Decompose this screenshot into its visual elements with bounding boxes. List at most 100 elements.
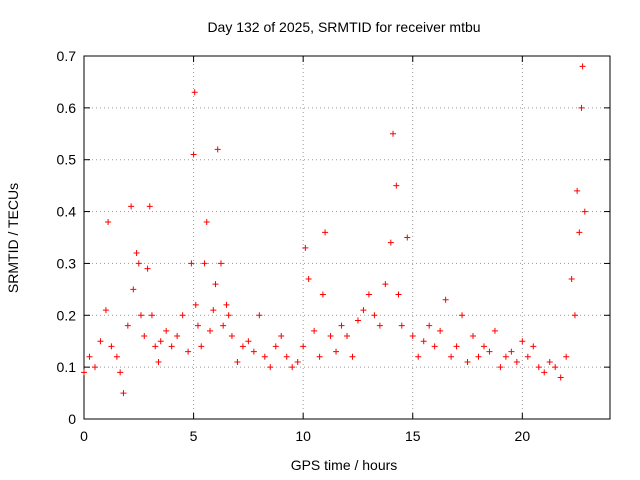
data-point xyxy=(513,358,520,365)
data-point xyxy=(398,322,405,329)
data-point xyxy=(144,265,151,272)
data-point xyxy=(124,322,131,329)
data-point xyxy=(502,353,509,360)
data-point xyxy=(415,353,422,360)
data-point xyxy=(188,260,195,267)
data-point xyxy=(327,333,334,340)
data-point xyxy=(148,312,155,319)
data-point xyxy=(289,364,296,371)
data-point xyxy=(91,364,98,371)
x-axis-label: GPS time / hours xyxy=(291,457,398,473)
data-point xyxy=(322,229,329,236)
data-point xyxy=(300,343,307,350)
data-point xyxy=(448,353,455,360)
data-point xyxy=(128,203,135,210)
x-tick-label: 5 xyxy=(190,428,198,444)
data-point xyxy=(390,130,397,137)
data-point xyxy=(393,182,400,189)
data-point xyxy=(210,307,217,314)
data-point xyxy=(376,322,383,329)
data-point xyxy=(579,63,586,70)
data-point xyxy=(207,327,214,334)
data-point xyxy=(97,338,104,345)
data-point xyxy=(146,203,153,210)
data-point xyxy=(349,353,356,360)
data-point xyxy=(409,333,416,340)
y-tick-label: 0.3 xyxy=(57,255,77,271)
data-point xyxy=(574,187,581,194)
data-point xyxy=(102,307,109,314)
data-point xyxy=(571,312,578,319)
data-point xyxy=(491,327,498,334)
data-point xyxy=(234,358,241,365)
data-point xyxy=(420,338,427,345)
grid-lines xyxy=(84,56,610,419)
data-point xyxy=(185,348,192,355)
data-point xyxy=(141,333,148,340)
data-point xyxy=(302,244,309,251)
data-point xyxy=(426,322,433,329)
data-point xyxy=(105,218,112,225)
plot-frame xyxy=(83,55,611,420)
data-point xyxy=(563,353,570,360)
y-axis-label: SRMTID / TECUs xyxy=(5,183,21,293)
y-tick-label: 0.1 xyxy=(57,359,77,375)
y-tick-label: 0.6 xyxy=(57,100,77,116)
data-point xyxy=(470,333,477,340)
data-point xyxy=(256,312,263,319)
data-point xyxy=(552,364,559,371)
data-point xyxy=(133,250,140,257)
data-point xyxy=(459,312,466,319)
y-tick-label: 0.7 xyxy=(57,48,77,64)
data-point xyxy=(191,89,198,96)
data-point xyxy=(220,322,227,329)
data-point xyxy=(179,312,186,319)
data-point xyxy=(283,353,290,360)
data-point xyxy=(214,146,221,153)
data-point xyxy=(117,369,124,376)
data-point xyxy=(319,291,326,298)
data-point xyxy=(192,301,199,308)
data-point xyxy=(250,348,257,355)
data-point xyxy=(365,291,372,298)
data-point xyxy=(431,343,438,350)
data-point xyxy=(190,151,197,158)
data-point xyxy=(163,327,170,334)
x-tick-label: 15 xyxy=(405,428,421,444)
data-point xyxy=(486,348,493,355)
data-point xyxy=(404,234,411,241)
data-point xyxy=(524,353,531,360)
data-point xyxy=(212,281,219,288)
data-point xyxy=(557,374,564,381)
data-point xyxy=(217,260,224,267)
data-point xyxy=(497,364,504,371)
data-point xyxy=(568,275,575,282)
data-point xyxy=(152,343,159,350)
data-point xyxy=(311,327,318,334)
data-point xyxy=(508,348,515,355)
data-point xyxy=(245,338,252,345)
data-point xyxy=(576,229,583,236)
data-point xyxy=(437,327,444,334)
data-points xyxy=(81,63,588,397)
data-point xyxy=(546,358,553,365)
data-point xyxy=(382,281,389,288)
data-point xyxy=(239,343,246,350)
data-point xyxy=(228,333,235,340)
data-point xyxy=(267,364,274,371)
data-point xyxy=(174,333,181,340)
data-point xyxy=(333,348,340,355)
data-point xyxy=(371,312,378,319)
data-point xyxy=(395,291,402,298)
data-point xyxy=(194,322,201,329)
data-point xyxy=(223,301,230,308)
data-point xyxy=(113,353,120,360)
data-point xyxy=(581,208,588,215)
data-point xyxy=(272,343,279,350)
x-tick-label: 0 xyxy=(80,428,88,444)
data-point xyxy=(344,333,350,340)
data-point xyxy=(541,369,548,376)
chart-title: Day 132 of 2025, SRMTID for receiver mtb… xyxy=(207,19,480,35)
data-point xyxy=(120,390,127,397)
